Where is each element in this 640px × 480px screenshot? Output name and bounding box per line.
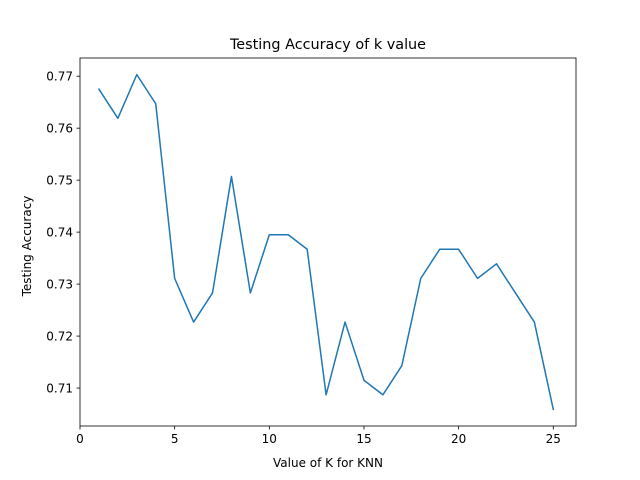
y-tick-label: 0.76 <box>46 121 73 135</box>
y-tick-label: 0.75 <box>46 173 73 187</box>
chart-title: Testing Accuracy of k value <box>229 37 426 53</box>
x-tick-label: 10 <box>262 432 277 446</box>
x-tick-label: 15 <box>356 432 371 446</box>
axes-frame <box>79 57 577 427</box>
y-tick-label: 0.72 <box>46 329 73 343</box>
y-axis-label: Testing Accuracy <box>20 196 34 298</box>
series-line-0 <box>97 73 555 411</box>
y-tick-label: 0.73 <box>46 277 73 291</box>
y-tick-label: 0.77 <box>46 69 73 83</box>
plot-area: 0 5 10 15 20 25 0.71 0.72 0.73 0.74 0.75 0.76 0.77 <box>46 57 577 446</box>
x-axis-label: Value of K for KNN <box>273 456 383 470</box>
x-tick-label: 20 <box>451 432 466 446</box>
x-tick-label: 0 <box>76 432 84 446</box>
y-tick-label: 0.74 <box>46 225 73 239</box>
y-tick-label: 0.71 <box>46 381 73 395</box>
x-tick-label: 5 <box>171 432 179 446</box>
x-tick-label: 25 <box>546 432 561 446</box>
